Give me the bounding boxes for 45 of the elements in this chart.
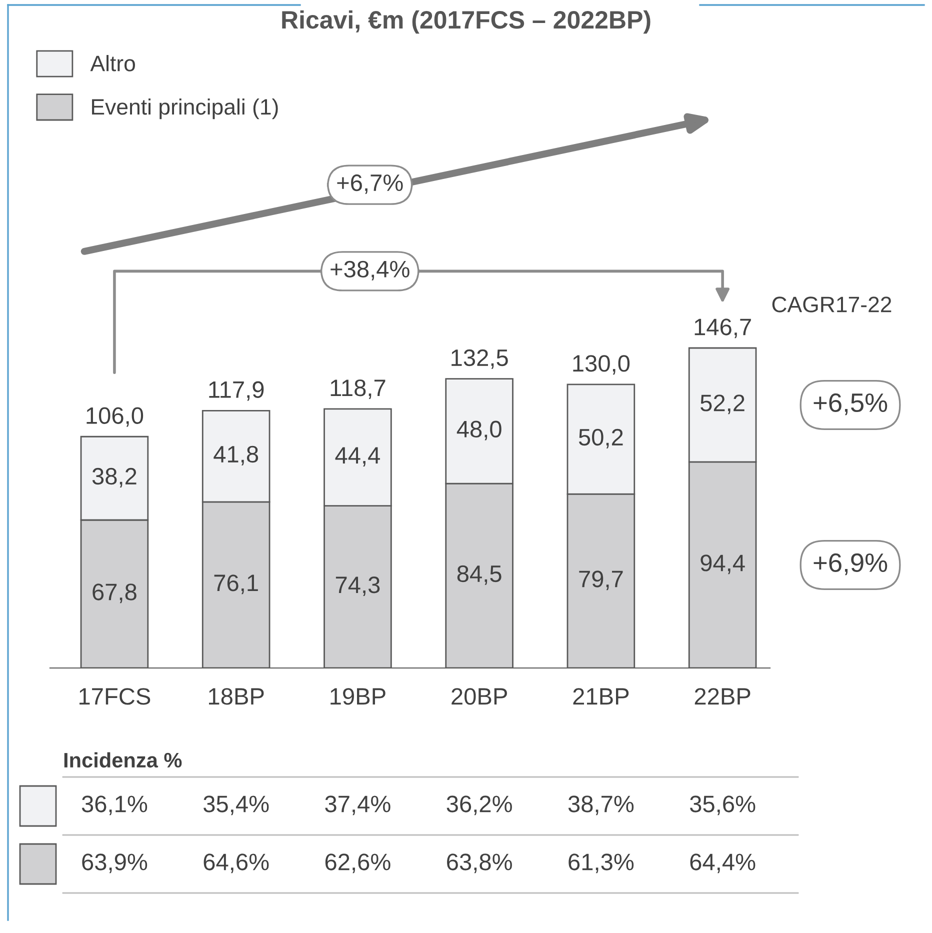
chart-title: Ricavi, €m (2017FCS – 2022BP) — [282, 10, 650, 34]
text: 63,8% — [447, 854, 512, 874]
text: 36,2% — [446, 796, 512, 816]
text: 64,4% — [690, 854, 756, 874]
text: +6,9% — [814, 553, 888, 576]
x-tick-label: 19BP — [330, 688, 386, 705]
text: 35,4% — [204, 796, 269, 816]
text: 36,1% — [82, 796, 148, 816]
data-label: 67,8 — [92, 584, 136, 604]
text: Incidenza % — [64, 752, 182, 768]
data-label: 44,4 — [335, 447, 380, 466]
data-label: 94,4 — [700, 554, 745, 574]
text: 62,6% — [325, 854, 390, 874]
data-label: 48,0 — [456, 420, 502, 440]
data-label: 50,2 — [578, 428, 623, 448]
legend-label: Altro — [90, 55, 135, 72]
data-label: 74,3 — [336, 576, 380, 596]
text: 35,6% — [690, 796, 756, 816]
total-label: 132,5 — [452, 349, 508, 369]
x-tick-label: 21BP — [573, 688, 629, 705]
text: +6,5% — [814, 393, 888, 416]
total-label: 146,7 — [694, 318, 751, 338]
data-label: 52,2 — [700, 394, 744, 414]
total-label: 106,0 — [86, 407, 144, 427]
x-tick-label: 22BP — [694, 688, 750, 705]
text: 38,7% — [568, 796, 634, 816]
x-tick-label: 20BP — [452, 688, 507, 705]
total-label: 117,9 — [209, 381, 264, 401]
total-label: 130,0 — [573, 355, 630, 375]
x-tick-label: 18BP — [209, 688, 264, 705]
text: 61,3% — [568, 854, 634, 874]
text: 64,6% — [204, 854, 269, 874]
x-tick-label: 17FCS — [80, 688, 150, 705]
text: 37,4% — [325, 796, 390, 816]
text: CAGR17-22 — [772, 296, 892, 312]
data-label: 84,5 — [457, 565, 502, 585]
legend-label: Eventi principali (1) — [92, 98, 278, 120]
text: 63,9% — [82, 854, 148, 874]
data-label: 79,7 — [579, 570, 623, 590]
text: +38,4% — [330, 260, 410, 280]
data-label: 38,2 — [92, 468, 136, 488]
data-label: 41,8 — [214, 446, 258, 466]
data-label: 76,1 — [214, 574, 258, 594]
total-label: 118,7 — [330, 380, 386, 400]
text: +6,7% — [337, 174, 403, 194]
